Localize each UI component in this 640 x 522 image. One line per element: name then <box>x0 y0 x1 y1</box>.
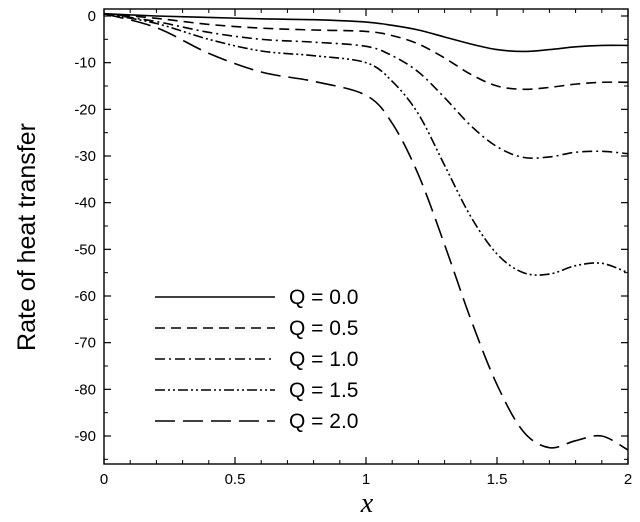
y-tick-label: -10 <box>74 55 96 72</box>
series-line-q4 <box>103 12 629 451</box>
x-tick-label: 0.5 <box>225 471 246 488</box>
series-line-q3 <box>103 12 629 276</box>
series-line-q0 <box>103 12 629 53</box>
series-line-q2 <box>103 12 629 160</box>
y-tick-label: -80 <box>74 381 96 398</box>
legend-label: Q = 1.5 <box>289 379 358 402</box>
x-axis-label: x <box>360 488 374 519</box>
legend-label: Q = 0.5 <box>289 317 358 340</box>
y-axis-title: Rate of heat transfer <box>13 123 41 351</box>
tick-labels: 0 0.5 1 1.5 2 0 -10 -20 -30 -40 -50 -60 -70 -80 -90 <box>74 8 632 488</box>
y-axis-label: Rate of heat transfer <box>13 123 41 351</box>
series-layer <box>103 12 629 451</box>
legend-label: Q = 2.0 <box>289 410 358 433</box>
axis-ticks <box>103 9 629 464</box>
y-tick-label: -90 <box>74 428 96 445</box>
y-tick-label: -60 <box>74 288 96 305</box>
series-line-q1 <box>103 12 629 91</box>
x-tick-label: 1.5 <box>487 471 508 488</box>
plot-frame <box>103 8 629 465</box>
y-tick-label: -20 <box>74 101 96 118</box>
x-tick-label: 0 <box>100 471 108 488</box>
legend-label: Q = 0.0 <box>289 286 358 309</box>
y-tick-label: -70 <box>74 335 96 352</box>
x-tick-label: 2 <box>624 471 632 488</box>
y-tick-label: -30 <box>74 148 96 165</box>
legend-label: Q = 1.0 <box>289 348 358 371</box>
x-tick-label: 1 <box>362 471 370 488</box>
y-tick-label: -50 <box>74 241 96 258</box>
y-tick-label: 0 <box>88 8 96 25</box>
y-tick-label: -40 <box>74 195 96 212</box>
legend: Q = 0.0 Q = 0.5 Q = 1.0 Q = 1.5 Q = 2.0 <box>155 286 358 433</box>
